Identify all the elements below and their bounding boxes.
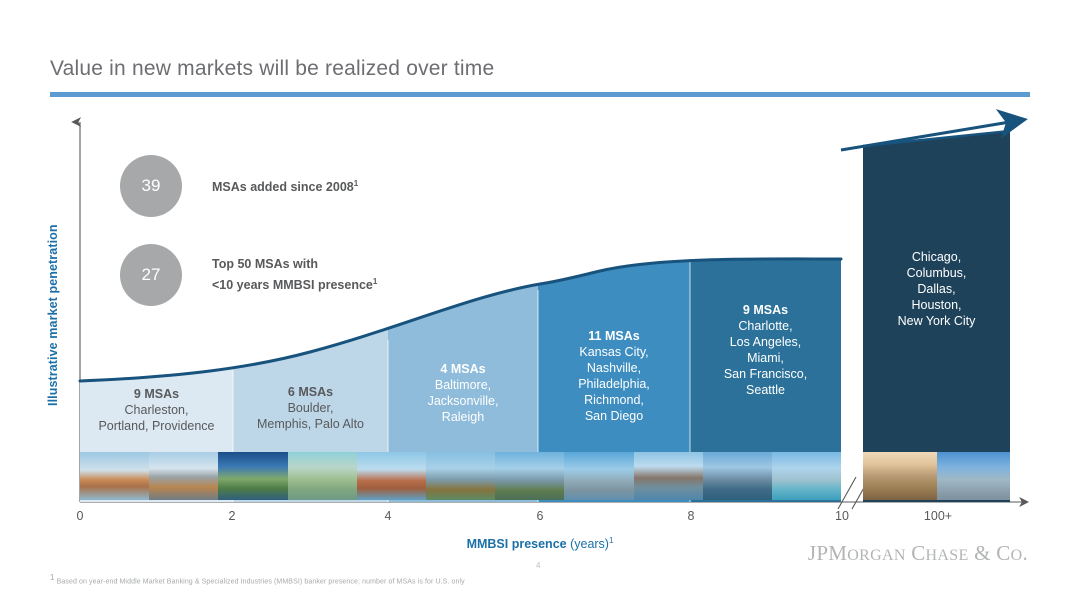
band-label-0-2: 9 MSAs Charleston, Portland, Providence [80,386,233,434]
band-cities-6-8-line3: Philadelphia, [578,377,650,391]
band-cities-8-10-line3: Miami, [747,351,784,365]
page-number: 4 [536,561,541,570]
callout-label-line2: <10 years MMBSI presence [212,278,373,293]
band-fill-6-8 [538,258,690,502]
band-label-6-8: 11 MSAs Kansas City, Nashville, Philadel… [538,328,690,424]
city-photo-strip-final [863,452,1010,500]
band-cities-4-6-line1: Baltimore, [434,378,492,392]
callout-top50-msas: 27 Top 50 MSAs with <10 years MMBSI pres… [120,244,377,306]
x-axis-label: MMBSI presence (years)1 [0,536,1080,551]
nashville-skyline-photo [495,452,565,500]
x-tick-6: 6 [536,509,544,523]
band-cities-100plus-line5: New York City [897,314,976,328]
palo-alto-aerial-photo [287,452,357,500]
baltimore-harbor-photo [356,452,426,500]
charleston-skyline-photo [80,452,150,500]
band-label-4-6: 4 MSAs Baltimore, Jacksonville, Raleigh [388,361,538,425]
x-tick-8: 8 [687,509,695,523]
band-cities-8-10-line2: Los Angeles, [729,335,802,349]
callout-footnote-marker-2: 1 [372,276,378,286]
footnote: 1 Based on year-end Middle Market Bankin… [50,573,465,585]
callout-footnote-marker-1: 1 [353,179,359,189]
x-axis-label-unit: (years) [570,537,609,552]
y-axis-label: Illustrative market penetration [46,224,60,406]
footnote-marker: 1 [50,573,55,582]
x-tick-2: 2 [228,509,236,523]
band-cities-6-8-line4: Richmond, [584,393,644,407]
band-cities-6-8-line5: San Diego [584,409,644,423]
band-fill-8-10 [690,258,841,502]
band-cities-100plus-line1: Chicago, [911,250,962,264]
band-cities-2-4-line1: Boulder, [287,401,334,415]
final-bar-100plus [863,131,1010,502]
band-cities-6-8-line2: Nashville, [586,361,642,375]
band-cities-100plus-line2: Columbus, [906,266,967,280]
callout-msas-added: 39 MSAs added since 20081 [120,155,358,217]
callout-label-text-1: MSAs added since 2008 [212,180,354,195]
band-cities-8-10-line5: Seattle [746,383,785,397]
callout-bubble-27: 27 [120,244,182,306]
band-cities-8-10-line1: Charlotte, [738,319,793,333]
band-cities-2-4-line2: Memphis, Palo Alto [257,417,364,431]
band-count-6-8: 11 MSAs [588,329,640,343]
band-cities-8-10-line4: San Francisco, [723,367,808,381]
band-count-2-4: 6 MSAs [287,385,334,399]
footnote-text: Based on year-end Middle Market Banking … [56,578,465,586]
san-francisco-bridge-photo [702,452,772,500]
san-diego-skyline-photo [564,452,634,500]
x-tick-0: 0 [76,509,84,523]
band-count-0-2: 9 MSAs [133,387,180,401]
band-count-4-6: 4 MSAs [440,362,486,376]
x-axis-label-bold: MMBSI presence [466,537,567,552]
band-label-100plus: Chicago, Columbus, Dallas, Houston, New … [863,249,1010,329]
band-cities-100plus-line4: Houston, [911,298,962,312]
band-cities-4-6-line3: Raleigh [441,410,485,424]
band-cities-6-8-line1: Kansas City, [579,345,649,359]
callout-label-line2-wrap: <10 years MMBSI presence1 [212,273,377,294]
band-fill-4-6 [388,258,538,502]
jpmorgan-chase-logo: JPMORGAN CHASE & CO. [807,541,1028,565]
philadelphia-river-photo [633,452,703,500]
band-cities-0-2-line2: Portland, Providence [98,419,215,433]
raleigh-skyline-photo [425,452,496,500]
providence-skyline-photo [149,452,219,500]
x-tick-100plus: 100+ [923,509,953,523]
callout-label-top50: Top 50 MSAs with <10 years MMBSI presenc… [212,256,377,294]
band-cities-0-2-line1: Charleston, [124,403,189,417]
chicago-skyline-photo [936,452,1010,500]
page-title: Value in new markets will be realized ov… [50,57,495,80]
memphis-bridge-photo [218,452,288,500]
band-count-8-10: 9 MSAs [742,303,789,317]
callout-label-line1: Top 50 MSAs with [212,256,319,271]
band-label-8-10: 9 MSAs Charlotte, Los Angeles, Miami, Sa… [690,302,841,398]
x-tick-10: 10 [835,509,849,523]
new-york-city-skyline-photo [863,452,937,500]
x-axis-label-footnote-marker: 1 [608,536,614,545]
miami-skyline-photo [771,452,841,500]
x-tick-4: 4 [384,509,392,523]
callout-label-msas-added: MSAs added since 20081 [212,175,358,196]
city-photo-strip-main [80,452,841,500]
final-bar-top-edge [862,129,1011,148]
band-cities-4-6-line2: Jacksonville, [427,394,499,408]
axis-break-slash-1 [837,476,857,510]
band-cities-100plus-line3: Dallas, [917,282,956,296]
title-underline-rule [50,92,1030,97]
growth-curve [78,257,843,383]
callout-bubble-39: 39 [120,155,182,217]
band-label-2-4: 6 MSAs Boulder, Memphis, Palo Alto [233,384,388,432]
